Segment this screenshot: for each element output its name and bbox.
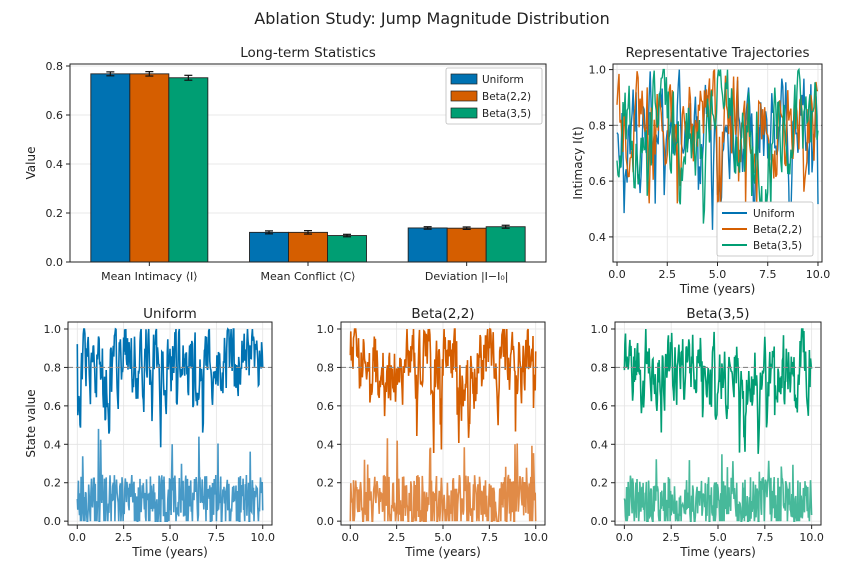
panel-Beta(3,5): Beta(3,5) 0.0 2.5 5.0 7.5 10.0 0.0 0.2 0.4 0.6 0.8… <box>591 306 824 559</box>
panel-y-tick-label: 0.8 <box>44 361 62 374</box>
bar-Beta(3,5) <box>168 77 209 263</box>
bar-Uniform <box>90 73 131 263</box>
traj-y-tick-label: 0.4 <box>589 231 607 244</box>
panel-y-tick-label: 0.0 <box>591 515 609 528</box>
panel-x-axis-label: Time (years) <box>131 545 208 559</box>
panel-x-axis-label: Time (years) <box>404 545 481 559</box>
panel-x-axis-label: Time (years) <box>679 545 756 559</box>
traj-x-tick-label: 0.0 <box>608 268 626 281</box>
bar-legend-swatch <box>450 107 478 119</box>
traj-y-tick-label: 0.8 <box>589 119 607 132</box>
bar-legend-label: Beta(2,2) <box>482 91 531 103</box>
bar-axes-frame <box>69 63 547 263</box>
panel-y-tick-label: 0.4 <box>591 438 609 451</box>
bar-category-label: Mean Conflict ⟨C⟩ <box>261 270 356 283</box>
panel-x-tick-label: 5.0 <box>434 531 452 544</box>
bar-y-axis-label: Value <box>24 147 38 180</box>
panel-y-tick-label: 1.0 <box>44 323 62 336</box>
conflict-line <box>623 454 813 523</box>
panel-x-tick-label: 7.5 <box>208 531 226 544</box>
bar-Beta(2,2) <box>446 227 487 263</box>
bar-Beta(2,2) <box>288 231 328 263</box>
bar-legend-label: Uniform <box>482 74 524 86</box>
panel-x-tick-label: 5.0 <box>709 531 727 544</box>
traj-y-tick-label: 0.6 <box>589 175 607 188</box>
chart-root: Long-term Statistics 0.0 0.2 0.4 0.6 0.8 Value… <box>24 45 830 559</box>
traj-legend-box <box>716 201 814 257</box>
panel-y-tick-label: 1.0 <box>317 323 335 336</box>
panel-x-tick-label: 10.0 <box>523 531 548 544</box>
traj-y-axis-label: Intimacy I(t) <box>571 126 585 199</box>
panel-axes-frame <box>67 321 273 526</box>
traj-x-tick-label: 10.0 <box>806 268 831 281</box>
bar-legend-swatch <box>450 73 478 85</box>
panel-y-tick-label: 0.6 <box>591 400 609 413</box>
panel-axes-frame <box>614 321 822 526</box>
panel-x-tick-label: 7.5 <box>756 531 774 544</box>
panel-title: Beta(2,2) <box>411 306 474 322</box>
conflict-line <box>349 438 537 523</box>
traj-legend-label: Beta(2,2) <box>753 224 802 236</box>
bar-legend-label: Beta(3,5) <box>482 108 531 120</box>
bar-Beta(3,5) <box>485 226 526 263</box>
bar-Beta(3,5) <box>327 235 367 263</box>
panel-x-tick-label: 2.5 <box>115 531 133 544</box>
panel-y-tick-label: 0.8 <box>317 361 335 374</box>
panel-y-tick-label: 1.0 <box>591 323 609 336</box>
panel-x-tick-label: 0.0 <box>342 531 360 544</box>
panel-axes-frame <box>340 321 546 526</box>
bar-Beta(2,2) <box>129 73 170 263</box>
traj-x-tick-label: 5.0 <box>709 268 727 281</box>
traj-x-tick-label: 2.5 <box>659 268 677 281</box>
panel-y-tick-label: 0.0 <box>44 515 62 528</box>
panel-y-tick-label: 0.6 <box>317 400 335 413</box>
conflict-line <box>76 428 264 523</box>
bar-Uniform <box>249 231 289 263</box>
bar-y-tick-label: 0.8 <box>46 60 64 73</box>
trajectory-line-Beta(3,5) <box>616 67 819 254</box>
panel-x-tick-label: 2.5 <box>388 531 406 544</box>
traj-legend-label: Beta(3,5) <box>753 240 802 252</box>
panel-y-tick-label: 0.8 <box>591 361 609 374</box>
bar-Uniform <box>407 227 448 263</box>
bar-category-label: Mean Intimacy ⟨I⟩ <box>101 270 197 283</box>
intimacy-line <box>623 328 813 454</box>
panel-x-tick-label: 7.5 <box>481 531 499 544</box>
intimacy-line <box>349 327 537 454</box>
panel-title: Beta(3,5) <box>686 306 749 322</box>
trajectory-title: Representative Trajectories <box>625 45 809 61</box>
panel-y-axis-label: State value <box>24 389 38 457</box>
panel-x-tick-label: 2.5 <box>662 531 680 544</box>
traj-y-tick-label: 1.0 <box>589 64 607 77</box>
panel-y-tick-label: 0.6 <box>44 400 62 413</box>
traj-x-axis-label: Time (years) <box>679 282 756 296</box>
panel-x-tick-label: 10.0 <box>250 531 275 544</box>
bar-legend-swatch <box>450 90 478 102</box>
panel-x-tick-label: 0.0 <box>616 531 634 544</box>
panel-Uniform: Uniform 0.0 2.5 5.0 7.5 10.0 0.0 0.2 0.4 0.6 0.8 1.… <box>24 306 275 559</box>
panel-y-tick-label: 0.4 <box>317 438 335 451</box>
bar-chart-title: Long-term Statistics <box>240 45 376 61</box>
panel-y-tick-label: 0.2 <box>317 477 335 490</box>
panel-Beta(2,2): Beta(2,2) 0.0 2.5 5.0 7.5 10.0 0.0 0.2 0.4 0.6 0.8… <box>317 306 548 559</box>
traj-legend-label: Uniform <box>753 208 795 220</box>
panel-y-tick-label: 0.2 <box>591 477 609 490</box>
panel-title: Uniform <box>143 306 197 322</box>
traj-x-tick-label: 7.5 <box>759 268 777 281</box>
panel-y-tick-label: 0.2 <box>44 477 62 490</box>
bar-category-label: Deviation |I−I₀| <box>425 270 509 283</box>
traj-axes-frame <box>612 63 823 263</box>
bar-y-tick-label: 0.0 <box>46 256 64 269</box>
panel-y-tick-label: 0.4 <box>44 438 62 451</box>
figure-title: Ablation Study: Jump Magnitude Distribut… <box>254 9 609 28</box>
panel-x-tick-label: 0.0 <box>69 531 87 544</box>
panel-x-tick-label: 5.0 <box>161 531 179 544</box>
bar-y-tick-label: 0.4 <box>46 158 64 171</box>
intimacy-line <box>76 327 264 448</box>
panel-y-tick-label: 0.0 <box>317 515 335 528</box>
bar-y-tick-label: 0.6 <box>46 109 64 122</box>
panel-x-tick-label: 10.0 <box>799 531 824 544</box>
bar-y-tick-label: 0.2 <box>46 207 64 220</box>
